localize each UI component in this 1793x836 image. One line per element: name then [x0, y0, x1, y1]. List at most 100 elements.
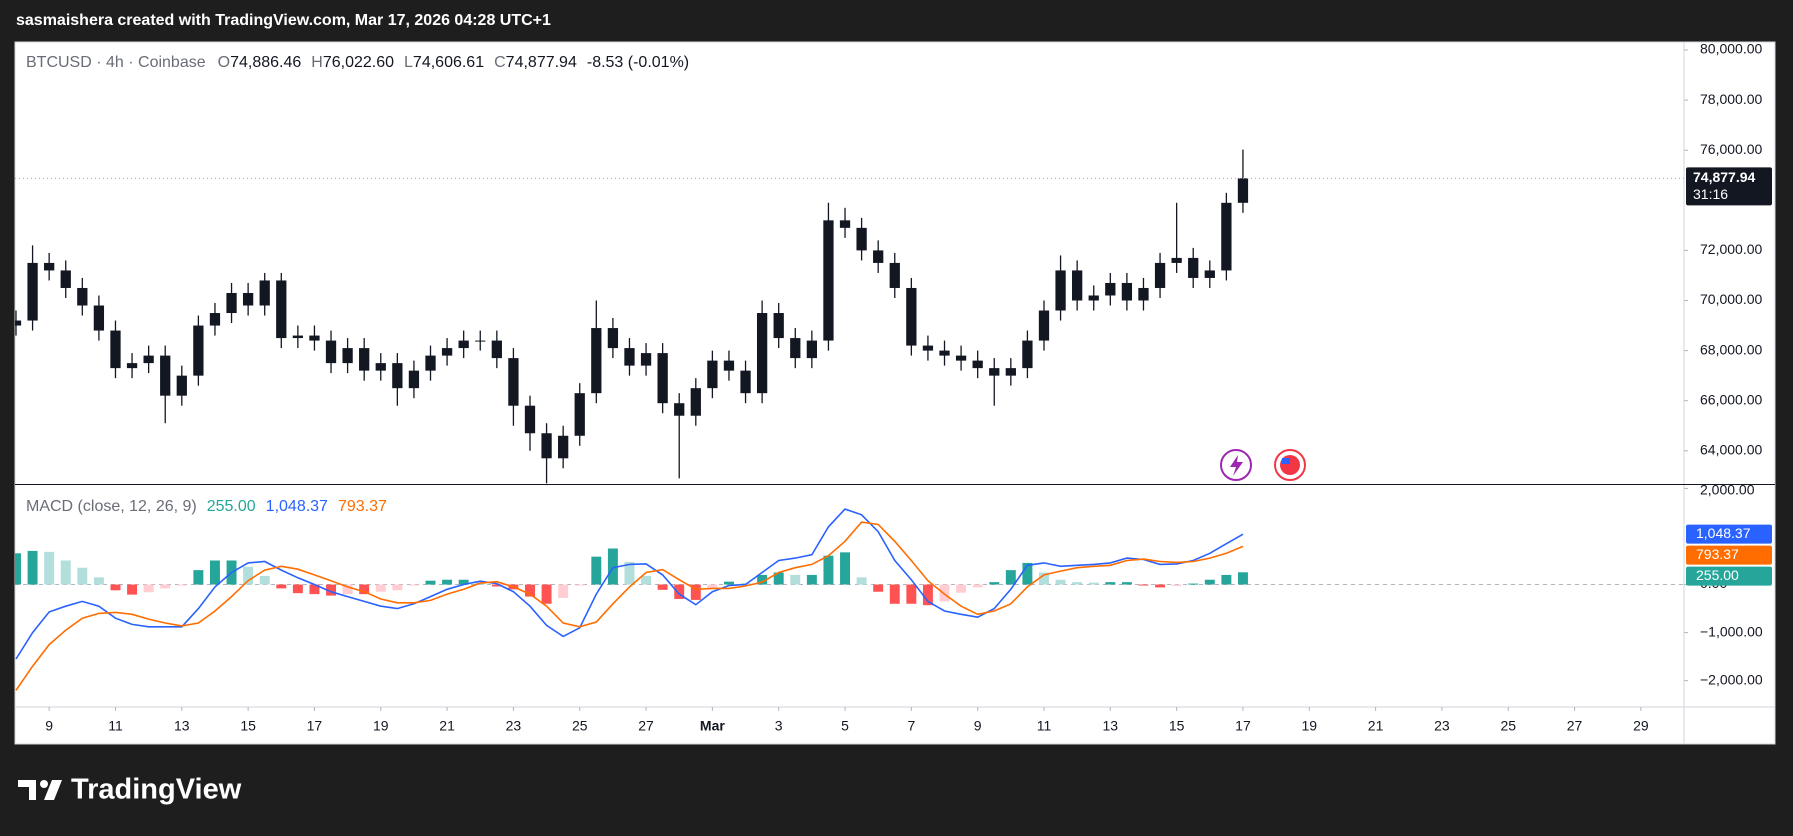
histogram-bar: [160, 584, 171, 589]
histogram-bar: [823, 555, 834, 585]
candle-body: [27, 262, 38, 321]
candle-body: [1138, 287, 1149, 301]
histogram-bar: [607, 548, 618, 585]
candle-body: [408, 370, 420, 389]
candle-body: [309, 335, 320, 341]
candle-body: [1105, 282, 1116, 296]
candle-body: [1171, 257, 1182, 263]
macd-pane: [15, 508, 1684, 691]
x-tick-label: 13: [174, 718, 190, 734]
histogram-bar: [1204, 579, 1215, 585]
candle-body: [425, 355, 436, 371]
histogram-bar: [674, 584, 685, 599]
candle-body: [607, 328, 619, 349]
histogram-bar: [922, 584, 933, 606]
chart-area: [14, 41, 1776, 745]
x-tick-label: 25: [1500, 718, 1516, 734]
histogram-bar: [657, 584, 668, 590]
price-label-box: [1686, 167, 1772, 206]
histogram-bar: [359, 584, 370, 595]
x-tick-label: 5: [841, 718, 849, 734]
candle-body: [292, 335, 304, 339]
x-tick-label: 11: [108, 718, 123, 734]
logo-glyph: [40, 780, 48, 788]
candle-body: [873, 250, 884, 263]
event-icons: [1220, 449, 1306, 481]
logo-glyph: [18, 780, 36, 800]
y-tick-label: 72,000.00: [1700, 241, 1762, 257]
candle-body: [1221, 202, 1232, 271]
x-tick-label: 21: [439, 718, 455, 734]
y-tick-label: 64,000.00: [1700, 441, 1762, 457]
histogram-bar: [773, 572, 784, 585]
candle-body: [143, 355, 154, 364]
candle-body: [640, 353, 652, 366]
ohlc-label: C: [494, 54, 506, 71]
candle-body: [1038, 310, 1050, 341]
candle-body: [1055, 270, 1066, 311]
candle-body: [541, 433, 552, 459]
candle-body: [524, 405, 536, 434]
ohlc-value: 74,886.46: [230, 54, 301, 71]
y-tick-label: 68,000.00: [1700, 341, 1762, 357]
candle-body: [209, 313, 221, 326]
symbol: BTCUSD · 4h · Coinbase: [26, 54, 206, 71]
candle-body: [160, 355, 171, 396]
histogram-bar: [574, 584, 585, 586]
x-tick-label: 13: [1103, 718, 1119, 734]
logo-glyph: [44, 780, 62, 800]
ohlc-value: 74,606.61: [413, 54, 484, 71]
histogram-bar: [1022, 562, 1033, 585]
histogram-bar: [806, 574, 817, 585]
price-pane: [15, 149, 1684, 484]
legend-value: 255.00: [207, 498, 256, 515]
y-tick-label: 76,000.00: [1700, 141, 1762, 157]
histogram-bar: [209, 560, 220, 585]
histogram-bar: [425, 580, 436, 585]
header-text: sasmaishera created with TradingView.com…: [16, 12, 551, 29]
histogram-bar: [1237, 572, 1248, 585]
histogram-bar: [276, 584, 287, 589]
candle-body: [823, 220, 834, 341]
histogram-bar: [15, 553, 21, 585]
histogram-bar: [558, 584, 569, 598]
histogram-bar: [939, 584, 950, 602]
candle-body: [193, 325, 204, 376]
histogram-bar: [906, 584, 917, 604]
histogram-bar: [840, 552, 850, 585]
histogram-bar: [690, 584, 701, 600]
x-tick-label: 23: [506, 718, 522, 734]
histogram-bar: [176, 584, 187, 586]
histogram-bar: [1005, 570, 1016, 585]
y-tick-label: −2,000.00: [1700, 671, 1763, 687]
candle-body: [126, 363, 138, 369]
candle-body: [491, 340, 502, 359]
candle-body: [723, 360, 735, 371]
indicator-title: MACD (close, 12, 26, 9): [26, 498, 197, 515]
histogram-bar: [375, 584, 386, 592]
histogram-bar: [408, 584, 419, 586]
histogram-bar: [44, 551, 55, 585]
candle-body: [325, 340, 337, 364]
candle-body: [1204, 270, 1215, 278]
histogram-bar: [723, 581, 734, 585]
x-tick-label: 27: [638, 718, 654, 734]
histogram-bar: [1121, 582, 1132, 585]
histogram-bar: [1088, 582, 1099, 585]
histogram-bar: [243, 566, 254, 585]
histogram-bar: [624, 561, 635, 585]
x-tick-label: 27: [1567, 718, 1583, 734]
y-tick-label: −1,000.00: [1700, 623, 1763, 639]
countdown-label: 31:16: [1693, 186, 1728, 202]
candle-body: [375, 363, 386, 371]
x-tick-label: 7: [907, 718, 915, 734]
legend: MACD (close, 12, 26, 9) 255.00 1,048.37 793…: [26, 498, 387, 515]
histogram-bar: [458, 579, 469, 585]
histogram-bar: [1171, 584, 1182, 586]
candle-body: [558, 435, 569, 459]
candle-body: [856, 227, 867, 251]
x-tick-label: Mar: [700, 718, 725, 734]
last-value-box: [1686, 524, 1772, 544]
candle-body: [226, 292, 237, 314]
y-tick-label: 80,000.00: [1700, 41, 1762, 57]
